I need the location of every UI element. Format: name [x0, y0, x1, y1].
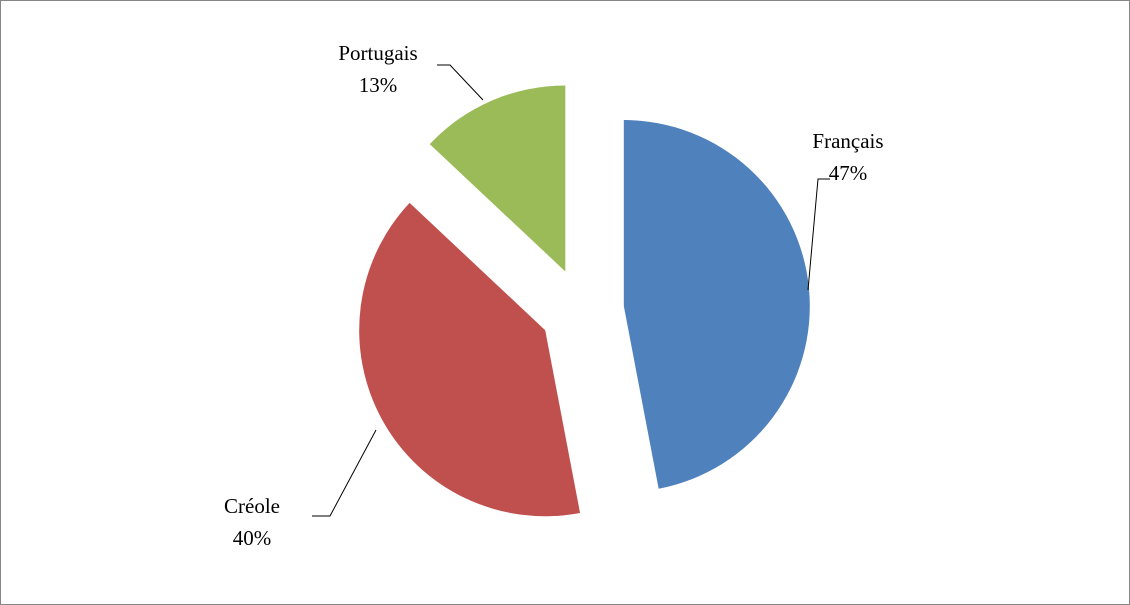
- slice-value-label: 47%: [829, 161, 868, 185]
- slice-value-label: 13%: [359, 73, 398, 97]
- leader-line: [312, 429, 377, 517]
- pie-slice: [429, 85, 566, 272]
- pie-slice: [359, 202, 581, 517]
- slice-label: Français: [812, 129, 883, 153]
- leader-line: [807, 178, 830, 291]
- slice-value-label: 40%: [233, 526, 272, 550]
- leader-line: [437, 64, 484, 101]
- slice-label: Portugais: [338, 41, 417, 65]
- pie-slice: [623, 120, 810, 489]
- slice-label: Créole: [224, 494, 280, 518]
